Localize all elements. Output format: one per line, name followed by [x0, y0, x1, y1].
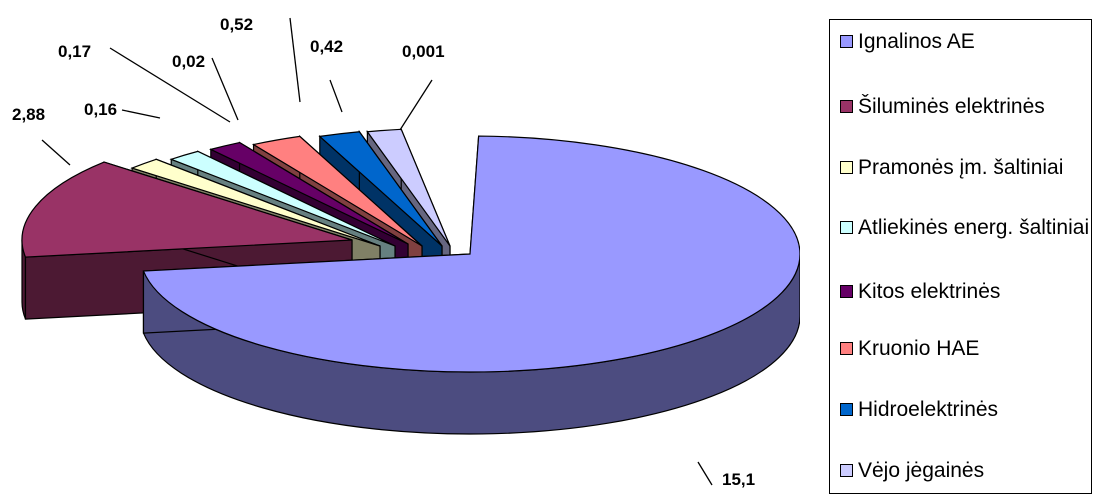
legend-item: Hidroelektrinės — [840, 398, 1090, 422]
pie-slice-1 — [142, 135, 800, 435]
pie-slice-top — [251, 135, 423, 247]
pie-slice-top — [142, 135, 800, 373]
data-label: 15,1 — [722, 470, 755, 489]
leader-line — [399, 79, 433, 131]
legend-swatch — [840, 285, 853, 298]
pie-chart: 15,1 2,88 0,16 0,17 0,02 0,52 0,42 0,001 — [12, 15, 800, 489]
legend-label: Vėjo jėgainės — [858, 459, 985, 482]
legend-label: Hidroelektrinės — [858, 398, 999, 421]
legend-label: Šiluminės elektrinės — [858, 95, 1045, 118]
legend-label: Ignalinos AE — [858, 30, 975, 53]
legend-swatch — [840, 403, 853, 416]
data-label: 0,42 — [310, 37, 343, 56]
legend-swatch — [840, 100, 853, 113]
legend-label: Kruonio HAE — [858, 337, 980, 360]
legend-swatch — [840, 464, 853, 477]
pie-slice-top — [130, 158, 381, 247]
legend-item: Vėjo jėgainės — [840, 459, 1090, 483]
leader-line — [697, 461, 713, 486]
leader-line — [329, 79, 343, 113]
data-label: 0,02 — [172, 52, 205, 71]
legend-item: Pramonės įm. šaltiniai — [840, 156, 1090, 180]
legend-swatch — [840, 161, 853, 174]
data-label: 0,001 — [402, 42, 445, 61]
pie-chart-svg: 15,1 2,88 0,16 0,17 0,02 0,52 0,42 0,001 — [12, 15, 800, 489]
data-label: 0,16 — [84, 100, 117, 119]
legend-swatch — [840, 221, 853, 234]
leader-line — [121, 109, 161, 119]
legend-label: Atliekinės energ. šaltiniai — [858, 216, 1090, 239]
legend-item: Šiluminės elektrinės — [840, 95, 1090, 119]
leader-line — [289, 17, 301, 103]
leader-line — [41, 139, 71, 166]
legend-item: Kruonio HAE — [840, 337, 1090, 361]
legend-swatch — [840, 342, 853, 355]
legend-item: Atliekinės energ. šaltiniai — [840, 216, 1090, 240]
pie-slice-top — [318, 131, 443, 247]
pie-slice-top — [21, 161, 353, 258]
data-label: 2,88 — [12, 105, 45, 124]
data-label: 0,17 — [58, 42, 91, 61]
leader-line — [109, 47, 231, 123]
legend-item: Kitos elektrinės — [840, 280, 1090, 304]
leader-line — [211, 57, 239, 121]
pie-slice-top — [169, 150, 396, 247]
legend-swatch — [840, 35, 853, 48]
pie-slice-top — [209, 141, 409, 245]
legend-item: Ignalinos AE — [840, 30, 1090, 54]
legend-label: Kitos elektrinės — [858, 280, 1001, 303]
data-label: 0,52 — [220, 15, 253, 34]
legend-label: Pramonės įm. šaltiniai — [858, 156, 1064, 179]
chart-legend: Ignalinos AE Šiluminės elektrinės Pramonės… — [829, 19, 1092, 494]
